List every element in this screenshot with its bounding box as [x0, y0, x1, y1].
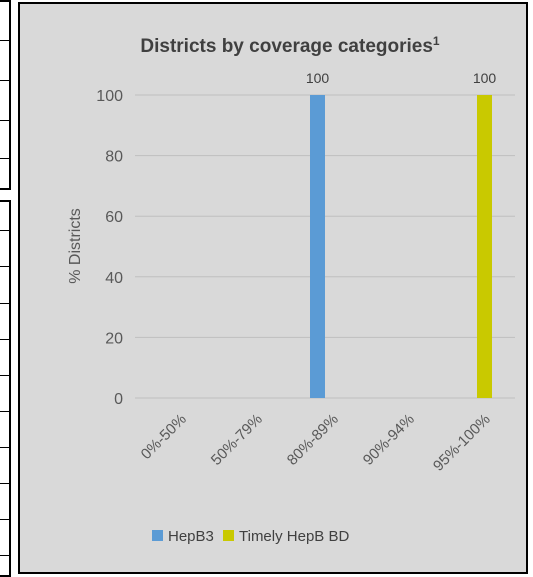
legend-swatch: [223, 530, 234, 541]
bar-hepb3: [310, 95, 325, 398]
table-fragment-top: [0, 0, 11, 190]
legend-label: Timely HepB BD: [239, 528, 349, 545]
bar-chart: Districts by coverage categories1 % Dist…: [67, 34, 515, 545]
y-axis-label: % Districts: [67, 208, 84, 284]
y-tick-label: 40: [105, 270, 123, 287]
table-fragment-bottom: [0, 200, 11, 577]
x-tick-label: 90%-94%: [360, 411, 418, 469]
bar-timely-hepb-bd: [477, 95, 492, 398]
y-tick-label: 100: [96, 88, 123, 105]
chart-title: Districts by coverage categories1: [140, 34, 440, 57]
y-tick-label: 60: [105, 209, 123, 226]
chart-panel: Districts by coverage categories1 % Dist…: [18, 2, 528, 574]
y-tick-label: 20: [105, 330, 123, 347]
x-tick-label: 50%-79%: [208, 411, 266, 469]
data-label: 100: [473, 70, 497, 86]
chart-title-superscript: 1: [433, 34, 440, 48]
y-tick-label: 80: [105, 149, 123, 166]
x-tick-label: 95%-100%: [430, 411, 494, 475]
x-tick-label: 80%-89%: [284, 411, 342, 469]
legend-label: HepB3: [168, 528, 214, 545]
data-label: 100: [306, 70, 330, 86]
chart-title-text: Districts by coverage categories: [140, 36, 433, 57]
y-tick-label: 0: [114, 391, 123, 408]
legend-swatch: [152, 530, 163, 541]
x-tick-label: 0%-50%: [138, 411, 190, 463]
